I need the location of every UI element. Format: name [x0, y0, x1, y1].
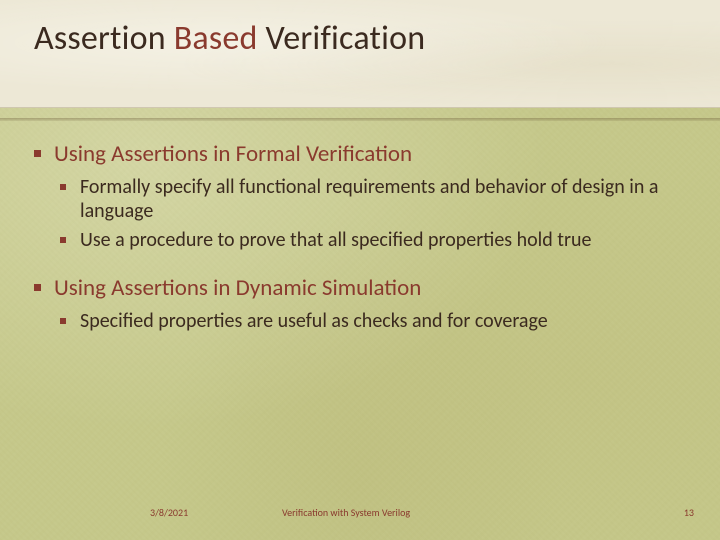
title-word-2: Based [174, 18, 258, 59]
section-heading: Using Assertions in Dynamic Simulation [34, 274, 690, 303]
section-1: Using Assertions in Formal Verification … [34, 140, 690, 252]
content-area: Using Assertions in Formal Verification … [34, 140, 690, 355]
bullet-item: Formally specify all functional requirem… [60, 175, 690, 224]
bullet-item: Use a procedure to prove that all specif… [60, 228, 690, 252]
divider-line [0, 118, 720, 121]
section-2: Using Assertions in Dynamic Simulation S… [34, 274, 690, 333]
bullet-item: Specified properties are useful as check… [60, 309, 690, 333]
footer-date: 3/8/2021 [150, 506, 188, 519]
slide: Assertion Based Verification Using Asser… [0, 0, 720, 540]
footer-page-number: 13 [684, 506, 694, 519]
title-word-1: Assertion [34, 18, 166, 59]
section-heading: Using Assertions in Formal Verification [34, 140, 690, 169]
footer-center: Verification with System Verilog [282, 506, 410, 519]
slide-title: Assertion Based Verification [34, 18, 425, 59]
title-word-3: Verification [265, 18, 425, 59]
footer: 3/8/2021 Verification with System Verilo… [0, 506, 720, 526]
